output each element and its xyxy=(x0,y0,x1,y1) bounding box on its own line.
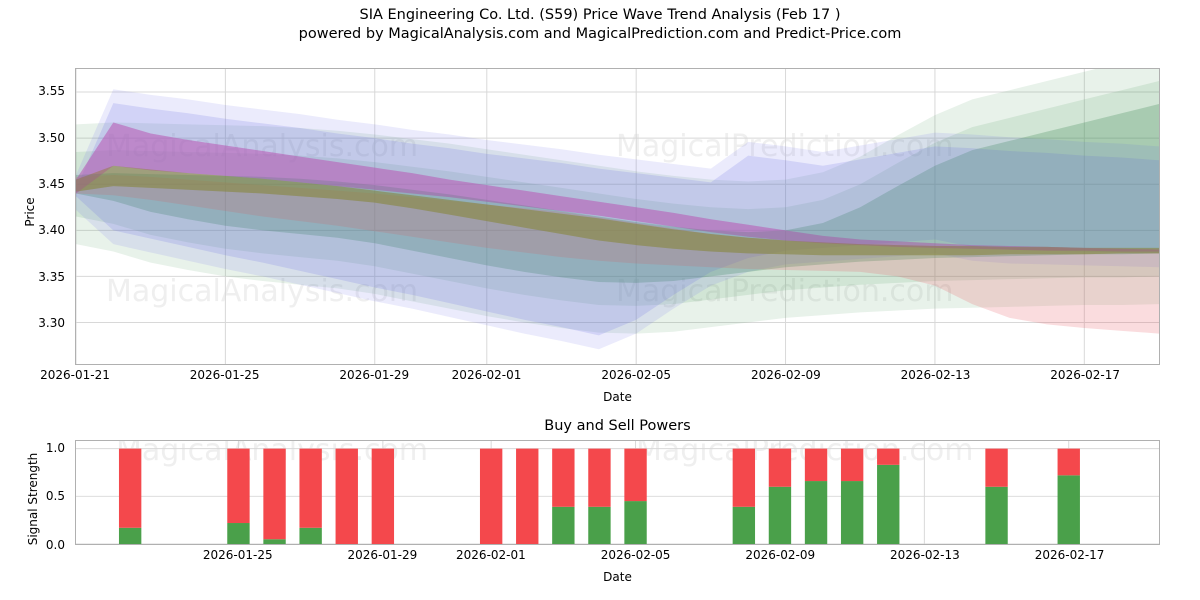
price-x-axis-ticks: 2026-01-21 2026-01-25 2026-01-29 2026-02-01… xyxy=(40,368,1160,388)
powers-y-tick: 0.5 xyxy=(45,489,65,504)
price-y-tick: 3.50 xyxy=(38,130,65,145)
powers-x-axis-label: Date xyxy=(603,570,632,584)
powers-x-tick: 2026-02-01 xyxy=(456,548,526,562)
price-x-axis-label: Date xyxy=(603,390,632,404)
powers-chart-title: Buy and Sell Powers xyxy=(544,418,691,434)
powers-x-axis-ticks: 2026-01-25 2026-01-29 2026-02-01 2026-02-05… xyxy=(75,548,1160,568)
powers-x-tick: 2026-02-05 xyxy=(600,548,671,562)
title-line-2: powered by MagicalAnalysis.com and Magic… xyxy=(298,26,902,42)
price-y-tick: 3.35 xyxy=(38,269,65,284)
powers-y-axis-label: Signal Strength xyxy=(26,452,40,546)
powers-chart-svg xyxy=(76,441,1159,544)
powers-x-tick: 2026-01-29 xyxy=(347,548,418,562)
price-y-tick: 3.40 xyxy=(38,223,65,238)
price-x-tick: 2026-02-13 xyxy=(900,368,971,382)
price-y-axis-ticks: 3.30 3.35 3.40 3.45 3.50 3.55 xyxy=(0,68,70,365)
powers-y-tick: 0.0 xyxy=(45,538,65,552)
price-x-tick: 2026-02-17 xyxy=(1050,368,1121,382)
price-x-tick: 2026-02-05 xyxy=(601,368,672,382)
price-x-tick: 2026-01-21 xyxy=(40,368,110,382)
powers-x-tick: 2026-02-17 xyxy=(1034,548,1105,562)
title-line-1: SIA Engineering Co. Ltd. (S59) Price Wav… xyxy=(359,7,841,23)
price-wave-chart: MagicalAnalysis.com MagicalPrediction.co… xyxy=(75,68,1160,365)
figure-title: SIA Engineering Co. Ltd. (S59) Price Wav… xyxy=(0,6,1200,44)
powers-y-tick: 1.0 xyxy=(45,440,65,455)
price-chart-svg xyxy=(76,69,1159,364)
price-x-tick: 2026-01-29 xyxy=(339,368,410,382)
price-x-tick: 2026-01-25 xyxy=(189,368,260,382)
buy-sell-powers-chart: MagicalAnalysis.com MagicalPrediction.co… xyxy=(75,440,1160,545)
price-y-axis-label: Price xyxy=(23,197,37,227)
powers-x-tick: 2026-01-25 xyxy=(202,548,273,562)
price-y-tick: 3.55 xyxy=(38,84,65,99)
price-y-tick: 3.30 xyxy=(38,316,65,331)
powers-y-axis-ticks: 0.0 0.5 1.0 xyxy=(0,440,70,552)
powers-x-tick: 2026-02-09 xyxy=(745,548,816,562)
price-y-tick: 3.45 xyxy=(38,177,65,192)
price-x-tick: 2026-02-09 xyxy=(750,368,821,382)
powers-x-tick: 2026-02-13 xyxy=(890,548,960,562)
price-x-tick: 2026-02-01 xyxy=(451,368,522,382)
